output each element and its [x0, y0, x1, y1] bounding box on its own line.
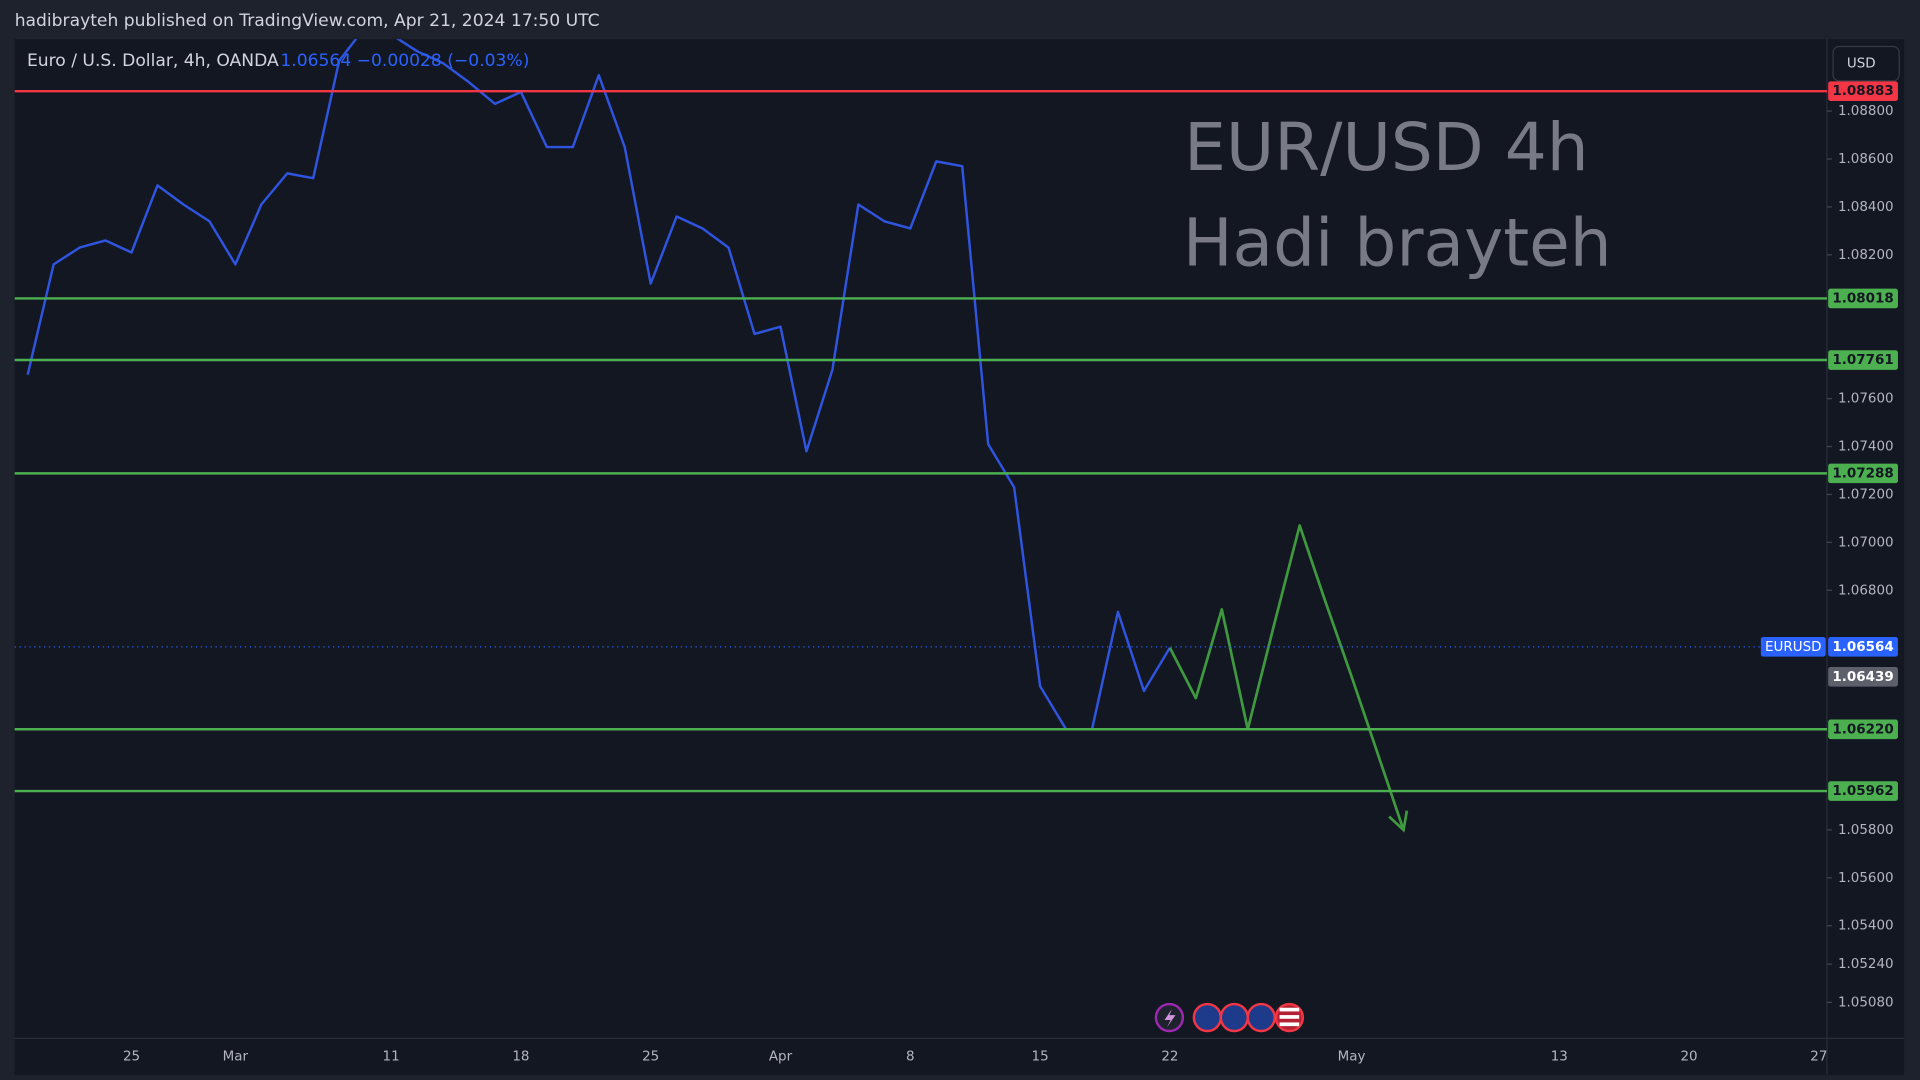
prev-price-label: 1.06439: [1832, 670, 1893, 685]
x-tick-label: 15: [1032, 1050, 1049, 1065]
price-line: [26, 39, 1171, 731]
watermark-subtitle: Hadi brayteh: [1183, 204, 1612, 281]
y-tick-label: 1.05600: [1838, 871, 1894, 886]
symbol-tag-label: EURUSD: [1765, 640, 1821, 655]
flag-stripe: [1279, 1022, 1300, 1027]
x-tick-label: Apr: [769, 1050, 793, 1065]
x-tick-label: 11: [383, 1050, 400, 1065]
event-icons: [1154, 1002, 1305, 1033]
y-tick-label: 1.07000: [1838, 535, 1894, 550]
last-price-label: 1.06564: [1832, 640, 1893, 655]
currency-button[interactable]: [1832, 45, 1900, 82]
x-tick-label: May: [1338, 1050, 1366, 1065]
y-tick-label: 1.06800: [1838, 583, 1894, 598]
level-tag-label: 1.05962: [1832, 784, 1893, 799]
level-tag-label: 1.08018: [1832, 291, 1893, 306]
x-tick-label: 20: [1680, 1050, 1697, 1065]
event-icon[interactable]: [1246, 1002, 1276, 1033]
y-tick-label: 1.07200: [1838, 487, 1894, 502]
level-tag: [1828, 719, 1898, 740]
level-tag: [1828, 463, 1898, 484]
arrow-head: [1388, 810, 1409, 833]
level-tag: [1828, 350, 1898, 370]
quote: 1.06564 −0.00028 (−0.03%): [280, 51, 529, 71]
y-tick-label: 1.08800: [1838, 104, 1894, 119]
event-icon[interactable]: [1219, 1002, 1249, 1033]
symbol-info: Euro / U.S. Dollar, 4h, OANDA: [27, 51, 279, 71]
level-tag-label: 1.07761: [1832, 353, 1893, 368]
x-tick-label: 25: [123, 1050, 140, 1065]
x-tick-label: 27: [1810, 1050, 1827, 1065]
y-tick-label: 1.07400: [1838, 440, 1894, 455]
event-icon[interactable]: [1192, 1002, 1223, 1033]
currency-label[interactable]: USD: [1847, 57, 1876, 72]
level-tag: [1828, 781, 1898, 801]
level-tag-label: 1.07288: [1832, 466, 1893, 481]
flag-stripe: [1279, 1007, 1300, 1012]
x-tick-label: 8: [906, 1050, 915, 1065]
level-tag: [1828, 81, 1898, 101]
publisher: hadibrayteh published on TradingView.com…: [15, 11, 600, 31]
y-tick-label: 1.05080: [1838, 995, 1894, 1010]
y-tick-label: 1.05400: [1838, 919, 1894, 934]
price-line: [1168, 524, 1405, 831]
y-tick-label: 1.07600: [1838, 392, 1894, 407]
y-tick-label: 1.08200: [1838, 248, 1894, 263]
watermark-title: EUR/USD 4h: [1184, 109, 1589, 186]
level-tag-label: 1.08883: [1832, 84, 1893, 99]
x-tick-label: 13: [1551, 1050, 1568, 1065]
level-tag-label: 1.06220: [1832, 722, 1893, 737]
y-tick-label: 1.08400: [1838, 200, 1894, 215]
prev-price-tag: [1828, 666, 1898, 687]
y-tick-label: 1.08600: [1838, 152, 1894, 167]
last-price-tag: [1828, 637, 1898, 657]
symbol-tag: [1760, 637, 1826, 657]
x-tick-label: 18: [512, 1050, 529, 1065]
level-tag: [1828, 288, 1898, 309]
x-tick-label: Mar: [223, 1050, 249, 1065]
event-glyph: [1164, 1008, 1176, 1028]
flag-stripe: [1279, 1015, 1300, 1019]
x-tick-label: 22: [1161, 1050, 1178, 1065]
x-tick-label: 25: [642, 1050, 659, 1065]
y-tick-label: 1.05800: [1838, 823, 1894, 838]
y-tick-label: 1.05240: [1838, 957, 1894, 972]
chart-area: [14, 39, 1905, 1076]
